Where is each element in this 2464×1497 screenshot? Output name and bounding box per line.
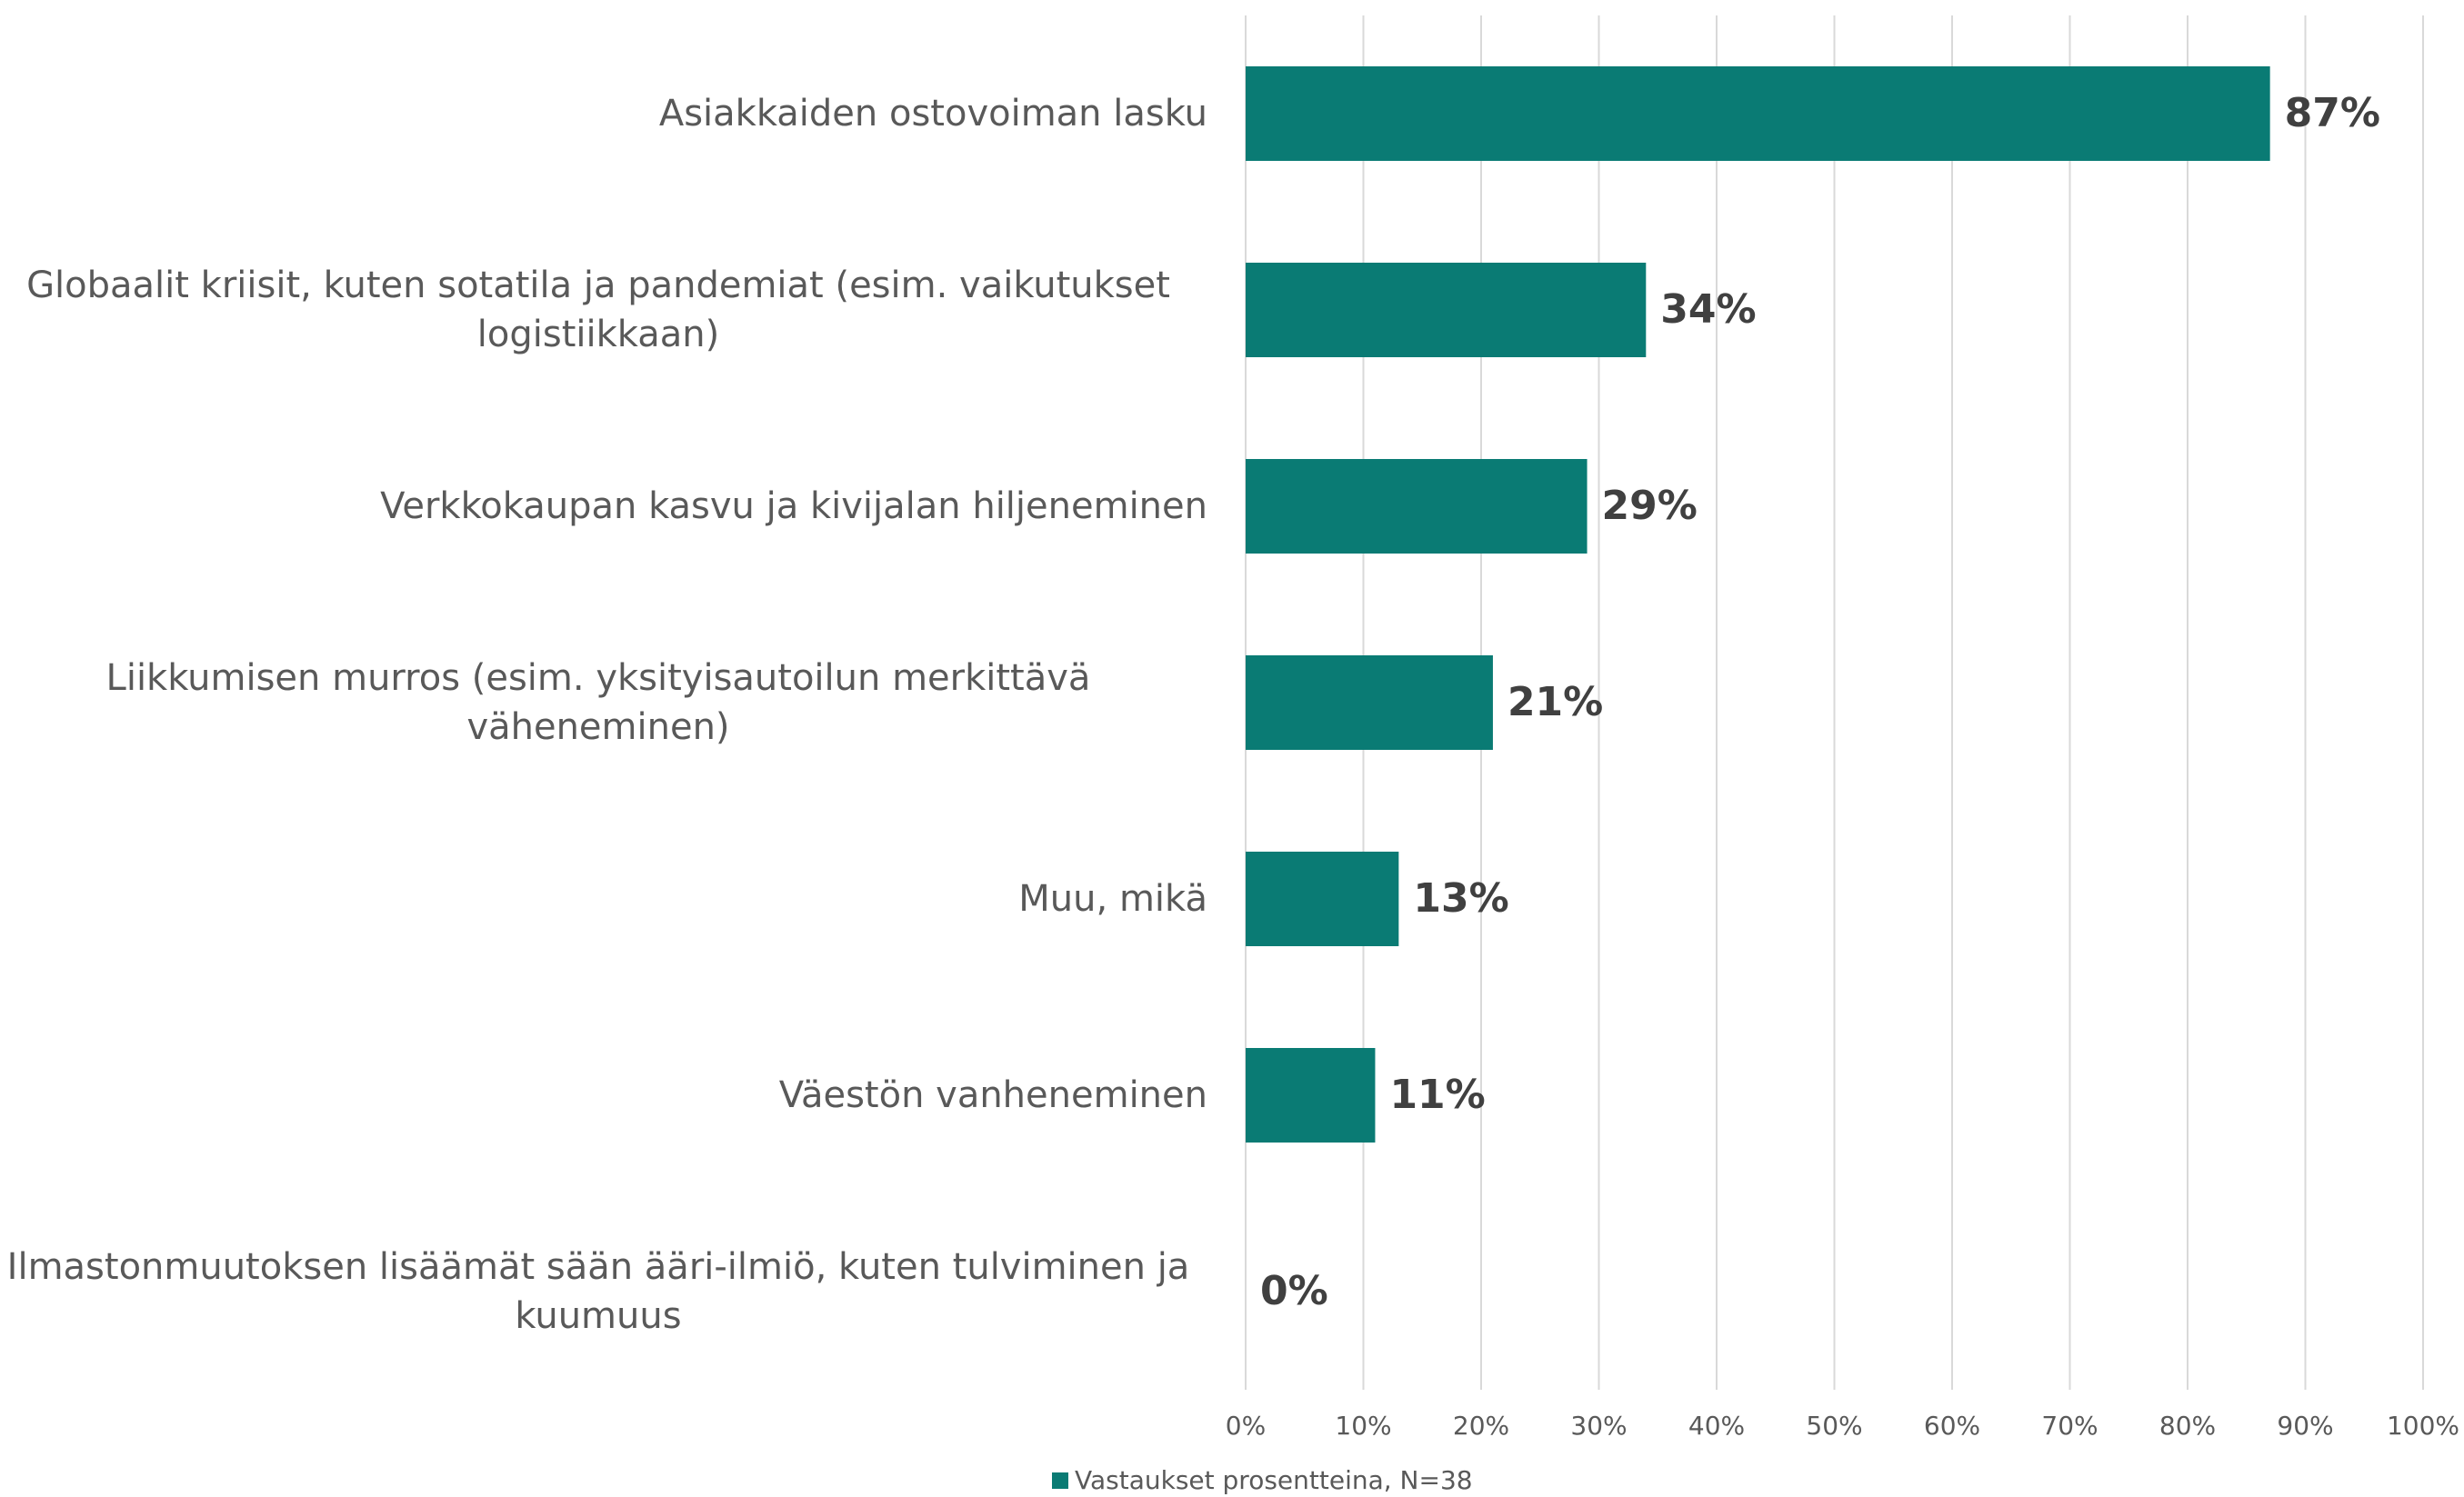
bar (1246, 655, 1493, 750)
data-label: 34% (1660, 286, 1756, 333)
x-tick-label: 30% (1570, 1411, 1627, 1441)
bar (1246, 1048, 1376, 1143)
x-tick-label: 0% (1226, 1411, 1266, 1441)
bar (1246, 459, 1588, 554)
y-tick-label: Globaalit kriisit, kuten sotatila ja pan… (26, 264, 1170, 355)
x-tick-label: 20% (1453, 1411, 1509, 1441)
y-tick-label: Liikkumisen murros (esim. yksityisautoil… (105, 657, 1091, 748)
y-tick-label-box: Ilmastonmuutoksen lisäämät sään ääri-ilm… (0, 1243, 1207, 1341)
x-tick-label: 60% (1924, 1411, 1980, 1441)
y-tick-label: Väestön vanheneminen (778, 1074, 1207, 1116)
data-label: 29% (1602, 483, 1698, 529)
y-tick-label: Asiakkaiden ostovoiman lasku (658, 93, 1207, 135)
x-tick-label: 50% (1806, 1411, 1862, 1441)
x-tick-label: 70% (2041, 1411, 2098, 1441)
x-tick-label: 90% (2277, 1411, 2333, 1441)
y-tick-label: Verkkokaupan kasvu ja kivijalan hiljenem… (380, 485, 1207, 527)
y-tick-label-box: Muu, mikä (0, 874, 1207, 923)
x-tick-label: 100% (2387, 1411, 2459, 1441)
y-tick-label-box: Liikkumisen murros (esim. yksityisautoil… (0, 654, 1207, 752)
bar (1246, 852, 1399, 946)
x-tick-label: 80% (2159, 1411, 2216, 1441)
data-label: 21% (1507, 679, 1603, 725)
y-tick-label-box: Verkkokaupan kasvu ja kivijalan hiljenem… (0, 482, 1207, 531)
legend-swatch (1052, 1472, 1068, 1489)
y-tick-label-box: Väestön vanheneminen (0, 1071, 1207, 1120)
x-tick-label: 10% (1335, 1411, 1391, 1441)
data-label: 11% (1389, 1072, 1485, 1118)
y-tick-label: Ilmastonmuutoksen lisäämät sään ääri-ilm… (6, 1246, 1190, 1337)
bar (1246, 66, 2270, 161)
y-tick-label-box: Globaalit kriisit, kuten sotatila ja pan… (0, 261, 1207, 359)
legend-label: Vastaukset prosentteina, N=38 (1075, 1465, 1473, 1495)
x-tick-label: 40% (1688, 1411, 1745, 1441)
y-tick-label: Muu, mikä (1018, 878, 1207, 920)
data-label: 87% (2285, 90, 2380, 136)
bar (1246, 263, 1647, 357)
data-label: 13% (1413, 875, 1508, 922)
data-label: 0% (1260, 1268, 1328, 1314)
y-tick-label-box: Asiakkaiden ostovoiman lasku (0, 89, 1207, 138)
